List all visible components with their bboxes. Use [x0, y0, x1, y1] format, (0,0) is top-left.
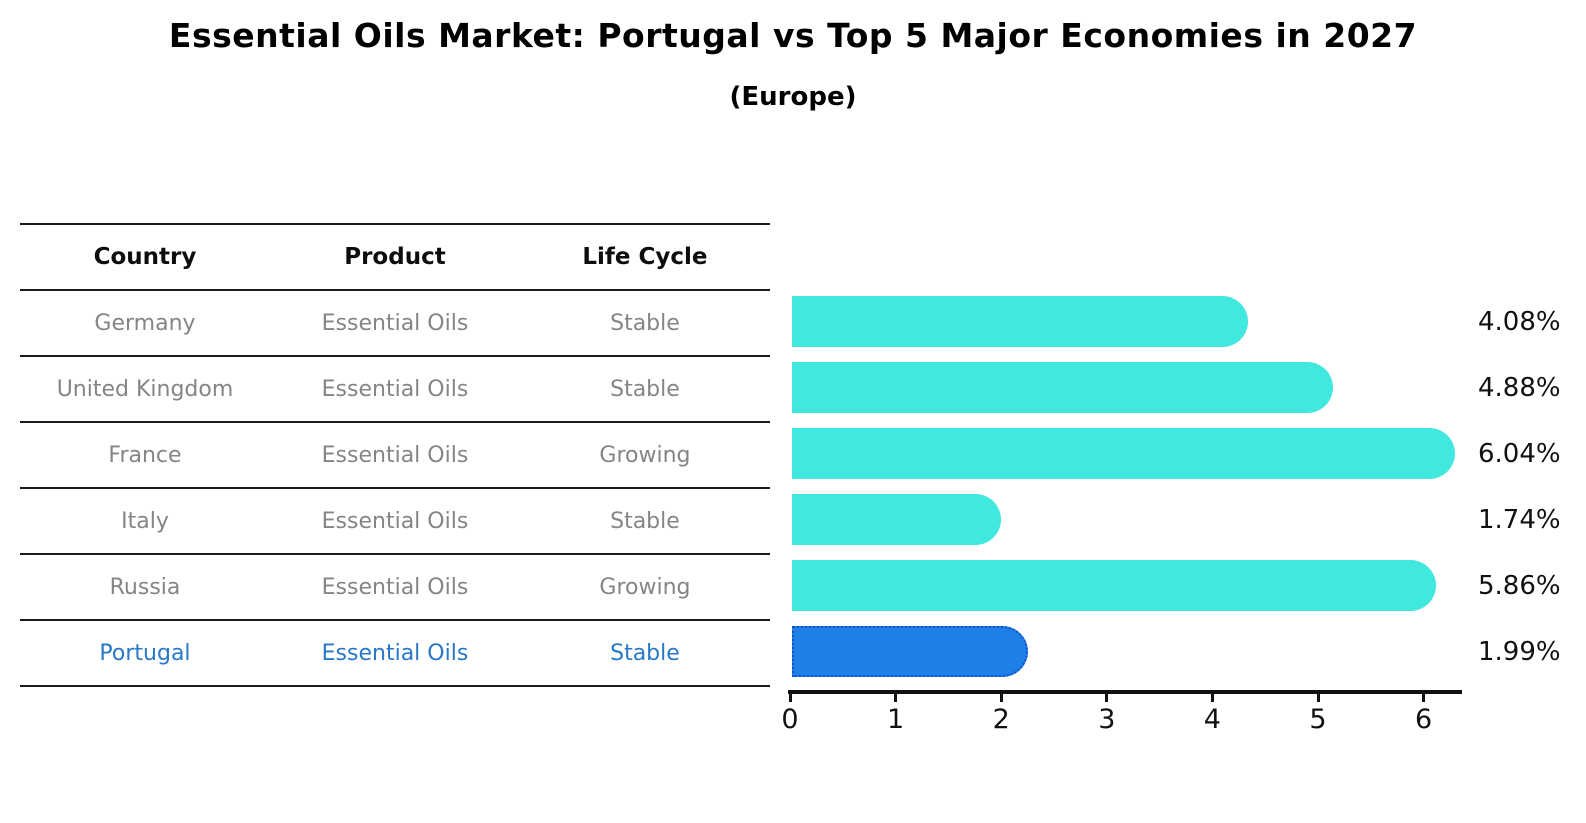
x-tick: [1210, 690, 1214, 702]
x-tick: [999, 690, 1003, 702]
bar-france: [792, 427, 1456, 479]
cell-life-cycle: Stable: [610, 508, 680, 534]
bar-italy: [792, 493, 1002, 545]
cell-life-cycle: Stable: [610, 640, 680, 666]
table-row-germany: Germany Essential Oils Stable: [20, 291, 770, 357]
table-row-france: France Essential Oils Growing: [20, 423, 770, 489]
cell-product: Essential Oils: [321, 640, 469, 666]
header-product: Product: [344, 244, 446, 270]
bar-value-label-italy: 1.74%: [1478, 505, 1561, 535]
cell-product: Essential Oils: [321, 508, 469, 534]
chart-subtitle: (Europe): [729, 82, 857, 112]
table-row-italy: Italy Essential Oils Stable: [20, 489, 770, 555]
cell-country: Portugal: [99, 640, 191, 666]
bar-russia: [792, 559, 1437, 611]
x-tick-label: 4: [1203, 704, 1221, 735]
cell-product: Essential Oils: [321, 376, 469, 402]
country-table: Country Product Life Cycle Germany Essent…: [20, 223, 770, 687]
x-tick-label: 2: [992, 704, 1010, 735]
cell-country: Russia: [109, 574, 181, 600]
x-tick-label: 3: [1098, 704, 1116, 735]
cell-life-cycle: Growing: [599, 574, 691, 600]
header-country: Country: [93, 244, 197, 270]
cell-product: Essential Oils: [321, 574, 469, 600]
x-tick-label: 1: [887, 704, 905, 735]
cell-country: United Kingdom: [56, 376, 234, 402]
x-tick-label: 5: [1309, 704, 1327, 735]
x-tick: [1316, 690, 1320, 702]
chart-title: Essential Oils Market: Portugal vs Top 5…: [168, 16, 1418, 55]
cell-country: Italy: [121, 508, 169, 534]
cell-country: Germany: [94, 310, 196, 336]
cell-country: France: [108, 442, 182, 468]
bar-portugal: [792, 625, 1028, 677]
x-tick: [1105, 690, 1109, 702]
bar-value-label-portugal: 1.99%: [1478, 637, 1561, 667]
x-tick: [788, 690, 792, 702]
cell-life-cycle: Stable: [610, 310, 680, 336]
x-axis-line: [788, 690, 1462, 694]
table-body: Germany Essential Oils Stable United Kingdo…: [20, 291, 770, 687]
x-tick: [1422, 690, 1426, 702]
table-row-united-kingdom: United Kingdom Essential Oils Stable: [20, 357, 770, 423]
bar-united-kingdom: [792, 361, 1333, 413]
table-row-russia: Russia Essential Oils Growing: [20, 555, 770, 621]
table-row-portugal: Portugal Essential Oils Stable: [20, 621, 770, 687]
cell-life-cycle: Growing: [599, 442, 691, 468]
bar-value-label-france: 6.04%: [1478, 439, 1561, 469]
bar-value-label-germany: 4.08%: [1478, 307, 1561, 337]
cell-life-cycle: Stable: [610, 376, 680, 402]
x-tick-label: 6: [1415, 704, 1433, 735]
x-tick-label: 0: [781, 704, 799, 735]
bar-value-label-united-kingdom: 4.88%: [1478, 373, 1561, 403]
x-tick: [894, 690, 898, 702]
table-header-row: Country Product Life Cycle: [20, 225, 770, 291]
cell-product: Essential Oils: [321, 442, 469, 468]
header-life-cycle: Life Cycle: [582, 244, 708, 270]
cell-product: Essential Oils: [321, 310, 469, 336]
bar-value-label-russia: 5.86%: [1478, 571, 1561, 601]
bar-germany: [792, 295, 1249, 347]
